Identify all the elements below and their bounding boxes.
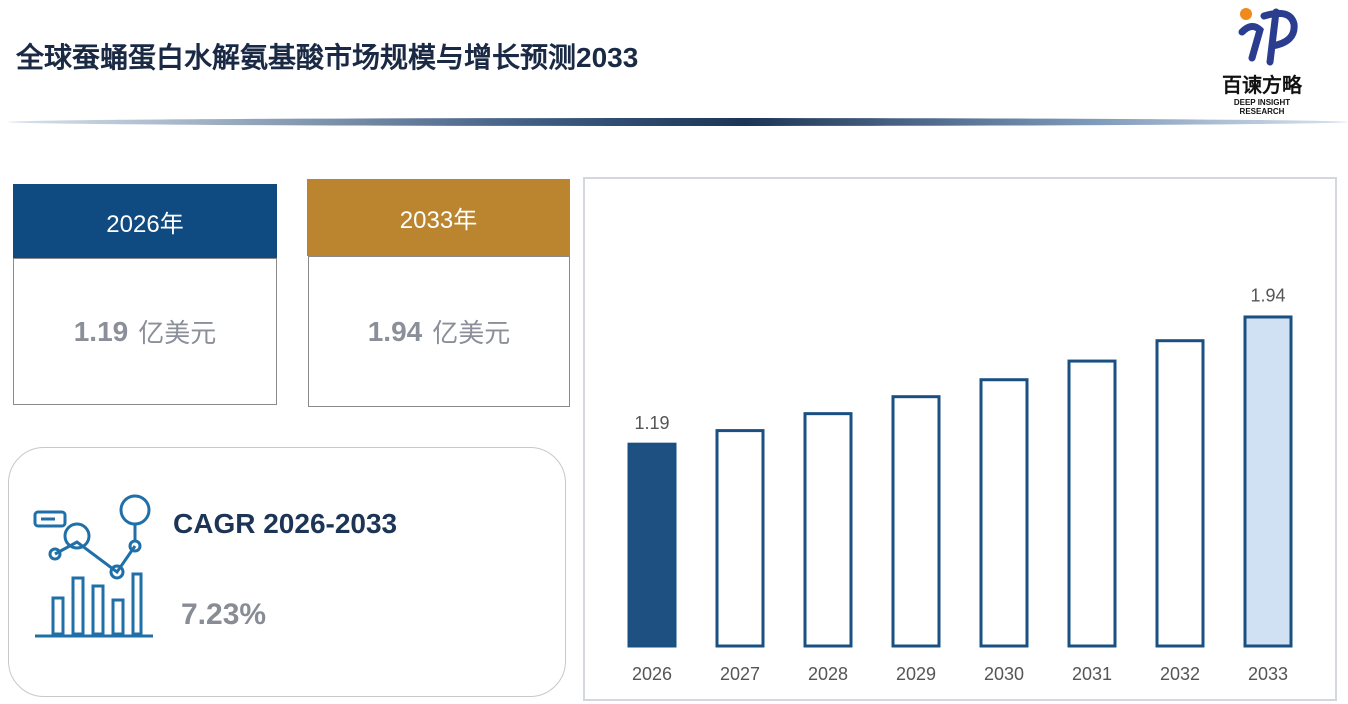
card-value: 1.19 bbox=[73, 315, 129, 347]
logo-mark bbox=[1238, 8, 1298, 66]
header-rule bbox=[8, 118, 1348, 126]
card-unit: 亿美元 bbox=[432, 318, 511, 348]
bar bbox=[1243, 315, 1293, 648]
x-tick-label: 2033 bbox=[1248, 664, 1288, 684]
x-tick-label: 2032 bbox=[1160, 664, 1200, 684]
cagr-value: 7.23% bbox=[181, 598, 267, 631]
bar bbox=[627, 442, 677, 648]
bar bbox=[1067, 359, 1117, 648]
cagr-label: CAGR 2026-2033 bbox=[173, 508, 398, 539]
x-tick-label: 2029 bbox=[896, 664, 936, 684]
card-body: 1.94 亿美元 bbox=[308, 256, 570, 407]
card-header: 2033年 bbox=[307, 179, 570, 256]
chart-panel: 1.19 2026 2027 2028 2029 2030 2031 2032 1.94 2033 bbox=[583, 177, 1337, 701]
x-tick-label: 2031 bbox=[1072, 664, 1112, 684]
logo-tagline: DEEP INSIGHT RESEARCH bbox=[1233, 98, 1291, 116]
bar bbox=[715, 429, 765, 648]
logo: 百谏方略 DEEP INSIGHT RESEARCH bbox=[1212, 2, 1312, 116]
bar bbox=[803, 412, 853, 648]
logo-name: 百谏方略 bbox=[1222, 75, 1302, 97]
card-value: 1.94 bbox=[367, 315, 423, 347]
bar bbox=[979, 378, 1029, 648]
card-year: 2033年 bbox=[399, 207, 478, 234]
card-unit: 亿美元 bbox=[138, 318, 217, 348]
page-title: 全球蚕蛹蛋白水解氨基酸市场规模与增长预测2033 bbox=[16, 42, 639, 73]
x-tick-label: 2028 bbox=[808, 664, 848, 684]
data-label: 1.19 bbox=[634, 413, 669, 433]
x-tick-label: 2027 bbox=[720, 664, 760, 684]
bar bbox=[891, 395, 941, 648]
chart: 1.19 2026 2027 2028 2029 2030 2031 2032 1.94 2033 bbox=[627, 286, 1293, 684]
growth-icon bbox=[33, 494, 153, 638]
bar bbox=[1155, 339, 1205, 648]
card-header: 2026年 bbox=[13, 184, 277, 258]
card-year: 2026年 bbox=[106, 210, 184, 238]
cagr-box: CAGR 2026-2033 7.23% bbox=[8, 447, 566, 697]
x-tick-label: 2026 bbox=[632, 664, 672, 684]
x-tick-label: 2030 bbox=[984, 664, 1024, 684]
data-label: 1.94 bbox=[1250, 286, 1285, 306]
card-body: 1.19 亿美元 bbox=[13, 258, 277, 405]
